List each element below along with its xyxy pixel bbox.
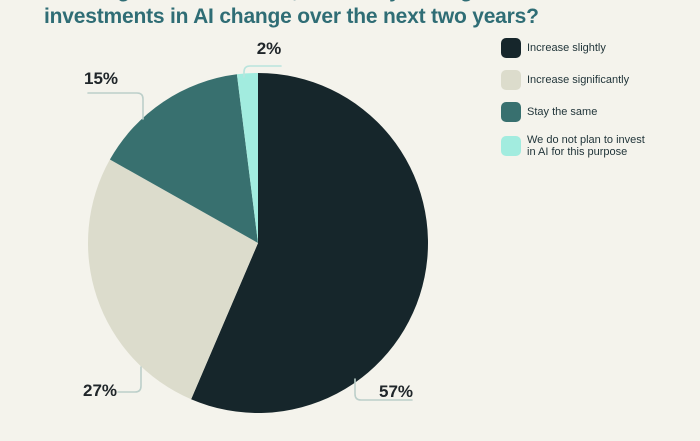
chart-title-line2: investments in AI change over the next t… bbox=[44, 5, 539, 28]
legend-swatch-no-plan-to-invest bbox=[501, 136, 521, 156]
legend-swatch-increase-significantly bbox=[501, 70, 521, 90]
label-connector-57 bbox=[354, 378, 413, 401]
legend-item-increase-slightly: Increase slightly bbox=[501, 38, 691, 58]
chart-legend: Increase slightly Increase significantly… bbox=[501, 38, 691, 158]
value-label-27: 27% bbox=[82, 381, 118, 400]
pie-slice-3 bbox=[236, 72, 258, 243]
label-connector-2 bbox=[243, 65, 282, 78]
value-label-57: 57% bbox=[378, 382, 414, 401]
pie-slices-group bbox=[87, 72, 429, 413]
legend-item-no-plan-to-invest: We do not plan to invest in AI for this … bbox=[501, 134, 691, 158]
value-label-15: 15% bbox=[84, 69, 119, 88]
legend-label-increase-significantly: Increase significantly bbox=[527, 74, 630, 86]
chart-title: Thinking about the future, how will your… bbox=[44, 0, 578, 30]
pie-slice-2 bbox=[109, 74, 259, 243]
legend-item-increase-significantly: Increase significantly bbox=[501, 70, 691, 90]
label-connector-27 bbox=[117, 366, 142, 393]
legend-swatch-stay-the-same bbox=[501, 102, 521, 122]
chart-title-line1-clipped: Thinking about the future, how will your… bbox=[44, 0, 578, 4]
legend-label-no-plan-to-invest: We do not plan to invest in AI for this … bbox=[527, 134, 645, 158]
pie-slice-1 bbox=[87, 159, 259, 400]
label-connector-15 bbox=[87, 92, 144, 120]
value-label-2: 2% bbox=[256, 39, 282, 58]
legend-label-increase-slightly: Increase slightly bbox=[527, 42, 606, 54]
legend-swatch-increase-slightly bbox=[501, 38, 521, 58]
legend-item-stay-the-same: Stay the same bbox=[501, 102, 691, 122]
legend-label-stay-the-same: Stay the same bbox=[527, 106, 598, 118]
pie-slice-0 bbox=[191, 73, 429, 413]
